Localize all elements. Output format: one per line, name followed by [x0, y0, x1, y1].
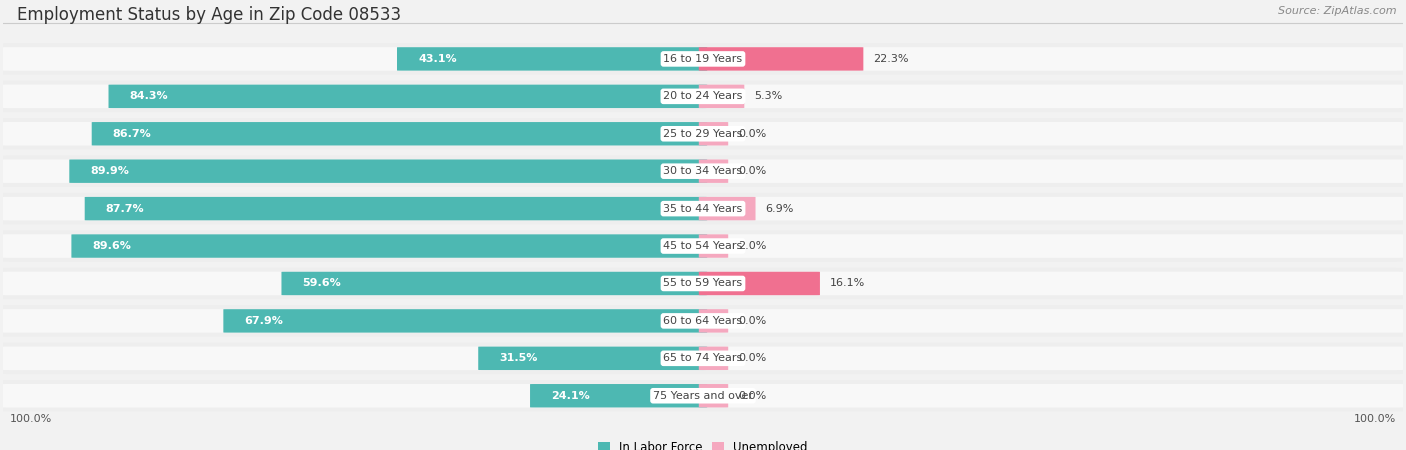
FancyBboxPatch shape — [91, 122, 707, 145]
Text: 65 to 74 Years: 65 to 74 Years — [664, 353, 742, 363]
FancyBboxPatch shape — [699, 346, 728, 370]
FancyBboxPatch shape — [281, 272, 707, 295]
Text: 0.0%: 0.0% — [738, 166, 766, 176]
FancyBboxPatch shape — [0, 230, 1406, 262]
Text: 45 to 54 Years: 45 to 54 Years — [664, 241, 742, 251]
Text: 84.3%: 84.3% — [129, 91, 169, 101]
Text: 60 to 64 Years: 60 to 64 Years — [664, 316, 742, 326]
Text: 43.1%: 43.1% — [418, 54, 457, 64]
Text: 87.7%: 87.7% — [105, 203, 145, 214]
Text: 0.0%: 0.0% — [738, 353, 766, 363]
FancyBboxPatch shape — [3, 197, 1403, 220]
FancyBboxPatch shape — [3, 234, 1403, 258]
Text: 55 to 59 Years: 55 to 59 Years — [664, 279, 742, 288]
FancyBboxPatch shape — [478, 346, 707, 370]
FancyBboxPatch shape — [3, 384, 1403, 408]
Text: 30 to 34 Years: 30 to 34 Years — [664, 166, 742, 176]
FancyBboxPatch shape — [3, 159, 1403, 183]
Text: 89.9%: 89.9% — [90, 166, 129, 176]
FancyBboxPatch shape — [3, 309, 1403, 333]
FancyBboxPatch shape — [3, 47, 1403, 71]
Text: 100.0%: 100.0% — [1354, 414, 1396, 424]
FancyBboxPatch shape — [3, 346, 1403, 370]
Text: 0.0%: 0.0% — [738, 316, 766, 326]
Text: 24.1%: 24.1% — [551, 391, 589, 401]
FancyBboxPatch shape — [396, 47, 707, 71]
FancyBboxPatch shape — [108, 85, 707, 108]
Text: Employment Status by Age in Zip Code 08533: Employment Status by Age in Zip Code 085… — [17, 6, 401, 24]
Text: 2.0%: 2.0% — [738, 241, 766, 251]
FancyBboxPatch shape — [530, 384, 707, 407]
FancyBboxPatch shape — [3, 272, 1403, 295]
FancyBboxPatch shape — [699, 122, 728, 145]
Text: 25 to 29 Years: 25 to 29 Years — [664, 129, 742, 139]
Text: 67.9%: 67.9% — [245, 316, 283, 326]
Text: 5.3%: 5.3% — [754, 91, 782, 101]
FancyBboxPatch shape — [699, 159, 728, 183]
FancyBboxPatch shape — [699, 85, 744, 108]
FancyBboxPatch shape — [72, 234, 707, 258]
Text: 20 to 24 Years: 20 to 24 Years — [664, 91, 742, 101]
Text: 22.3%: 22.3% — [873, 54, 908, 64]
Text: 6.9%: 6.9% — [765, 203, 794, 214]
FancyBboxPatch shape — [0, 380, 1406, 411]
FancyBboxPatch shape — [699, 234, 728, 258]
FancyBboxPatch shape — [0, 81, 1406, 112]
Text: 16 to 19 Years: 16 to 19 Years — [664, 54, 742, 64]
FancyBboxPatch shape — [0, 342, 1406, 374]
FancyBboxPatch shape — [84, 197, 707, 220]
FancyBboxPatch shape — [69, 159, 707, 183]
Text: 59.6%: 59.6% — [302, 279, 342, 288]
FancyBboxPatch shape — [0, 155, 1406, 187]
Text: 35 to 44 Years: 35 to 44 Years — [664, 203, 742, 214]
FancyBboxPatch shape — [699, 47, 863, 71]
Text: 31.5%: 31.5% — [499, 353, 537, 363]
FancyBboxPatch shape — [3, 122, 1403, 145]
Text: 86.7%: 86.7% — [112, 129, 152, 139]
Text: 89.6%: 89.6% — [93, 241, 131, 251]
Text: 0.0%: 0.0% — [738, 391, 766, 401]
FancyBboxPatch shape — [224, 309, 707, 333]
FancyBboxPatch shape — [699, 272, 820, 295]
FancyBboxPatch shape — [0, 43, 1406, 75]
FancyBboxPatch shape — [699, 384, 728, 407]
FancyBboxPatch shape — [0, 118, 1406, 149]
Text: 16.1%: 16.1% — [830, 279, 865, 288]
FancyBboxPatch shape — [699, 309, 728, 333]
FancyBboxPatch shape — [3, 85, 1403, 108]
FancyBboxPatch shape — [0, 268, 1406, 299]
Text: 0.0%: 0.0% — [738, 129, 766, 139]
FancyBboxPatch shape — [0, 305, 1406, 337]
FancyBboxPatch shape — [0, 193, 1406, 225]
Text: 100.0%: 100.0% — [10, 414, 52, 424]
Text: 75 Years and over: 75 Years and over — [652, 391, 754, 401]
Text: Source: ZipAtlas.com: Source: ZipAtlas.com — [1278, 6, 1396, 16]
FancyBboxPatch shape — [699, 197, 755, 220]
Legend: In Labor Force, Unemployed: In Labor Force, Unemployed — [598, 441, 808, 450]
